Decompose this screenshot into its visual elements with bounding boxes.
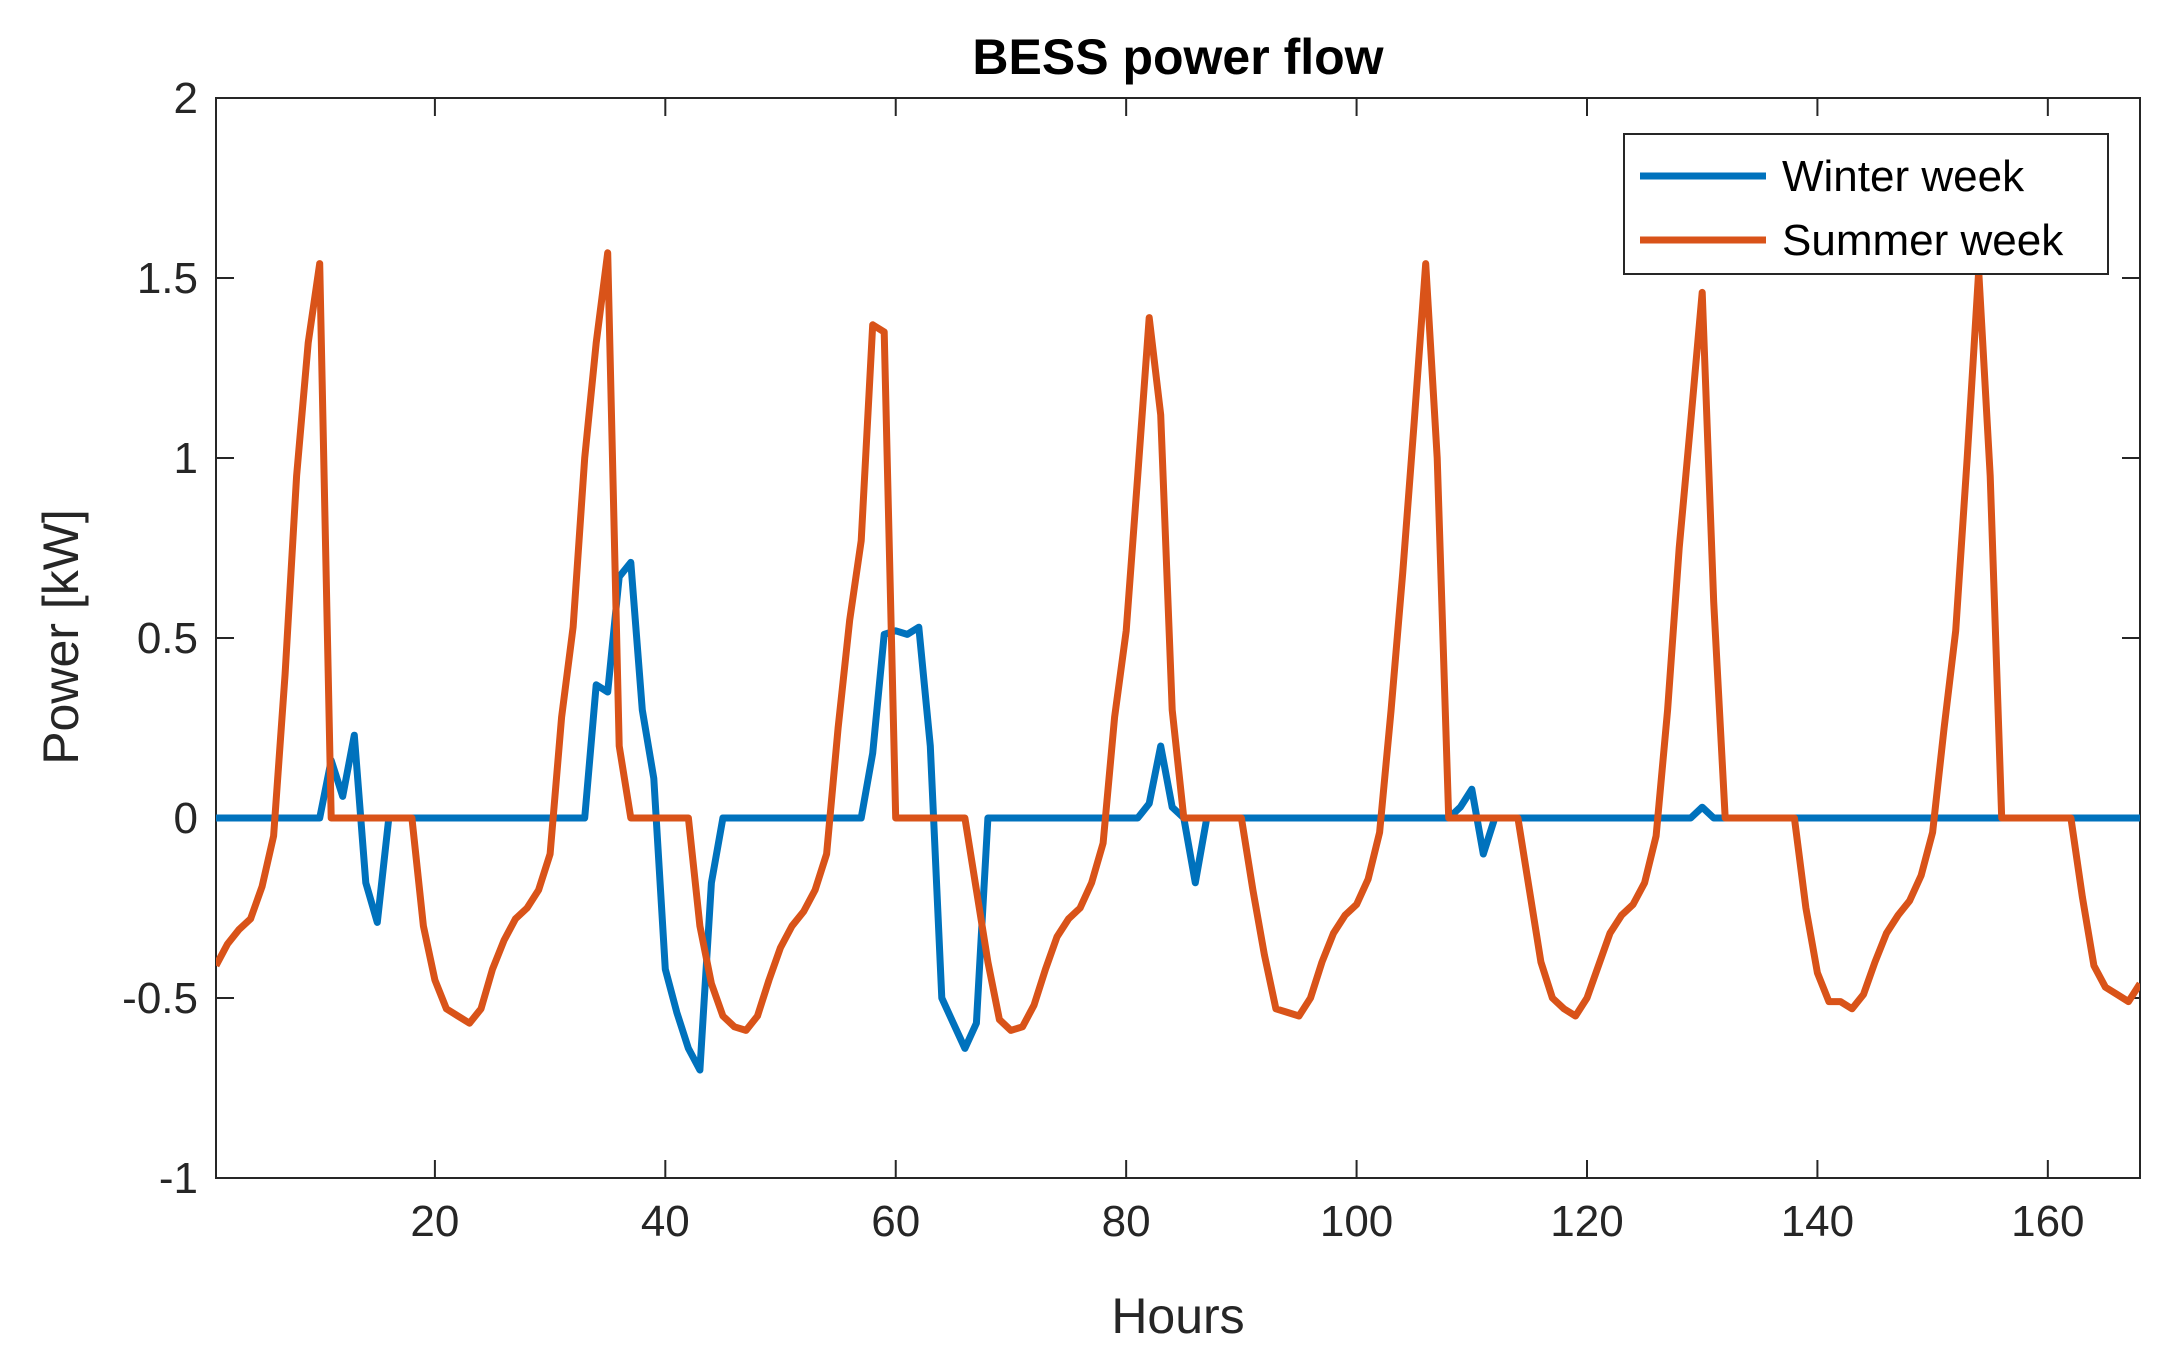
y-tick-label: 1.5 bbox=[137, 254, 198, 303]
plot-area: 20 40 60 80 100 120 140 160 -1 -0.5 0 0.5 1 1.5 2 bbox=[122, 74, 2141, 1246]
x-tick-label: 120 bbox=[1550, 1197, 1623, 1246]
y-tick-label: 0 bbox=[174, 794, 198, 843]
legend-label-summer-week: Summer week bbox=[1782, 216, 2064, 265]
legend-box bbox=[1623, 133, 2109, 275]
x-axis-label: Hours bbox=[1111, 1288, 1244, 1344]
y-tick-label: -0.5 bbox=[122, 974, 198, 1023]
y-axis-label: Power [kW] bbox=[33, 509, 89, 765]
chart-title: BESS power flow bbox=[972, 29, 1383, 85]
x-tick-label: 20 bbox=[410, 1197, 459, 1246]
y-tick-label: 0.5 bbox=[137, 614, 198, 663]
legend: Winter week Summer week bbox=[1623, 133, 2109, 275]
y-tick-label: 2 bbox=[174, 74, 198, 123]
x-tick-label: 160 bbox=[2011, 1197, 2084, 1246]
x-tick-label: 60 bbox=[871, 1197, 920, 1246]
y-tick-label: 1 bbox=[174, 434, 198, 483]
series-line-summer-week bbox=[216, 249, 2140, 1034]
x-tick-label: 40 bbox=[641, 1197, 690, 1246]
x-tick-label: 80 bbox=[1102, 1197, 1151, 1246]
x-tick-label: 140 bbox=[1781, 1197, 1854, 1246]
legend-label-winter-week: Winter week bbox=[1782, 152, 2025, 201]
x-tick-label: 100 bbox=[1320, 1197, 1393, 1246]
y-tick-label: -1 bbox=[159, 1154, 198, 1203]
